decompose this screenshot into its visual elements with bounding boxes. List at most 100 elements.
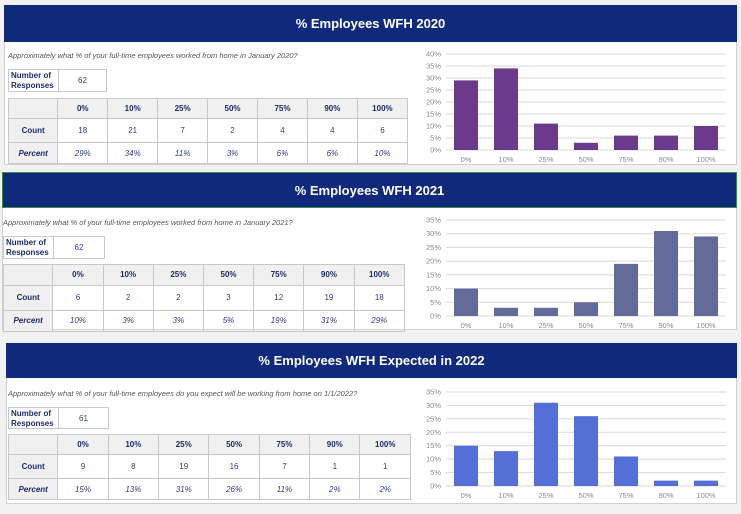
- row-label-percent: Percent: [2, 309, 54, 332]
- bar: [454, 288, 478, 316]
- count-cell: 19: [158, 454, 210, 480]
- survey-question: Approximately what % of your full-time e…: [3, 218, 293, 227]
- bar: [574, 416, 598, 486]
- bar: [534, 307, 558, 316]
- percent-cell: 11%: [157, 142, 209, 164]
- y-tick-label: 30%: [426, 74, 441, 83]
- column-header: 100%: [356, 97, 409, 120]
- x-tick-label: 100%: [696, 155, 716, 164]
- x-tick-label: 50%: [578, 155, 593, 164]
- column-header: 25%: [158, 433, 210, 456]
- percent-cell: 15%: [57, 478, 109, 500]
- column-header: 0%: [52, 264, 104, 286]
- x-tick-label: 0%: [461, 321, 472, 330]
- table-row-percent: Percent 29% 34% 11% 3% 6% 6% 10%: [7, 142, 409, 164]
- percent-cell: 10%: [52, 309, 104, 332]
- count-cell: 4: [306, 118, 358, 144]
- column-header: 0%: [57, 97, 109, 120]
- y-tick-label: 0%: [430, 146, 441, 155]
- bar: [494, 68, 518, 150]
- percent-cell: 6%: [306, 142, 358, 164]
- percent-cell: 10%: [356, 142, 409, 164]
- y-tick-label: 15%: [426, 270, 441, 279]
- y-tick-label: 40%: [426, 50, 441, 59]
- panel-title: % Employees WFH 2021: [2, 172, 737, 208]
- percent-cell: 2%: [309, 478, 361, 500]
- column-header: 25%: [157, 97, 209, 120]
- y-tick-label: 15%: [426, 110, 441, 119]
- count-cell: 16: [208, 454, 260, 480]
- y-tick-label: 10%: [426, 284, 441, 293]
- bar: [614, 263, 638, 316]
- row-label-count: Count: [7, 118, 59, 144]
- percent-cell: 31%: [158, 478, 210, 500]
- x-tick-label: 0%: [461, 491, 472, 500]
- percent-cell: 3%: [102, 309, 154, 332]
- column-header: 75%: [253, 264, 305, 286]
- x-tick-label: 50%: [578, 491, 593, 500]
- y-tick-label: 20%: [426, 428, 441, 437]
- bar: [574, 302, 598, 316]
- y-tick-label: 0%: [430, 312, 441, 321]
- bar: [454, 445, 478, 486]
- x-tick-label: 100%: [696, 491, 716, 500]
- count-cell: 2: [207, 118, 258, 144]
- count-cell: 19: [303, 284, 355, 311]
- y-tick-label: 30%: [426, 229, 441, 238]
- bar: [534, 402, 558, 486]
- responses-value: 61: [79, 413, 88, 423]
- percent-cell: 29%: [57, 142, 109, 164]
- x-tick-label: 50%: [578, 321, 593, 330]
- percent-cell: 29%: [353, 309, 406, 332]
- table-header-row: 0% 10% 25% 50% 75% 90% 100%: [7, 433, 411, 456]
- column-header: 75%: [256, 97, 308, 120]
- bar: [534, 123, 558, 150]
- column-header: 75%: [258, 433, 311, 456]
- table-corner: [7, 433, 59, 456]
- results-table: 0% 10% 25% 50% 75% 90% 100% Count 9 8 19 16 7 1 1 Perce…: [7, 433, 411, 500]
- y-tick-label: 20%: [426, 257, 441, 266]
- count-cell: 6: [356, 118, 409, 144]
- column-header: 10%: [102, 264, 154, 286]
- row-label-percent: Percent: [7, 478, 59, 500]
- percent-cell: 13%: [107, 478, 160, 500]
- column-header: 100%: [353, 264, 406, 286]
- column-header: 25%: [152, 264, 204, 286]
- table-row-count: Count 9 8 19 16 7 1 1: [7, 454, 411, 480]
- bar: [494, 307, 518, 316]
- bar: [614, 456, 638, 486]
- count-cell: 7: [258, 454, 311, 480]
- x-tick-label: 25%: [538, 321, 553, 330]
- percent-cell: 3%: [207, 142, 258, 164]
- results-table: 0% 10% 25% 50% 75% 90% 100% Count 18 21 7 2 4 4 6 Perce…: [7, 97, 409, 164]
- bar-chart: 0% 5% 10% 15% 20% 25% 30% 35% 40% 0% 10% 25% 50% 75% 9…: [426, 50, 726, 164]
- y-tick-label: 15%: [426, 441, 441, 450]
- panel-title: % Employees WFH 2020: [4, 5, 737, 42]
- panel-title: % Employees WFH Expected in 2022: [6, 343, 737, 378]
- bar: [454, 80, 478, 150]
- y-tick-label: 35%: [426, 216, 441, 225]
- x-tick-label: 90%: [658, 321, 673, 330]
- table-corner: [2, 264, 54, 286]
- table-corner: [7, 97, 59, 120]
- percent-cell: 11%: [258, 478, 311, 500]
- y-tick-label: 25%: [426, 243, 441, 252]
- bar: [654, 135, 678, 150]
- x-tick-label: 75%: [618, 321, 633, 330]
- y-tick-label: 20%: [426, 98, 441, 107]
- y-tick-label: 0%: [430, 482, 441, 491]
- column-header: 10%: [107, 97, 159, 120]
- percent-cell: 2%: [359, 478, 411, 500]
- table-header-row: 0% 10% 25% 50% 75% 90% 100%: [2, 264, 406, 286]
- count-cell: 12: [253, 284, 305, 311]
- x-tick-label: 90%: [658, 155, 673, 164]
- responses-value: 62: [74, 243, 84, 252]
- bar-chart: 0% 5% 10% 15% 20% 25% 30% 35% 0% 10% 25% 50% 75% 90% 1…: [426, 216, 726, 330]
- count-cell: 3: [202, 284, 255, 311]
- bar-chart: 0% 5% 10% 15% 20% 25% 30% 35% 0% 10% 25% 50% 75% 90% 1…: [426, 388, 726, 500]
- bar: [574, 142, 598, 150]
- y-tick-label: 25%: [426, 86, 441, 95]
- results-table: 0% 10% 25% 50% 75% 90% 100% Count 6 2 2 3 12 19 18 Perc…: [2, 264, 406, 332]
- column-header: 50%: [208, 433, 260, 456]
- responses-box: Number of Responses 61: [8, 407, 109, 429]
